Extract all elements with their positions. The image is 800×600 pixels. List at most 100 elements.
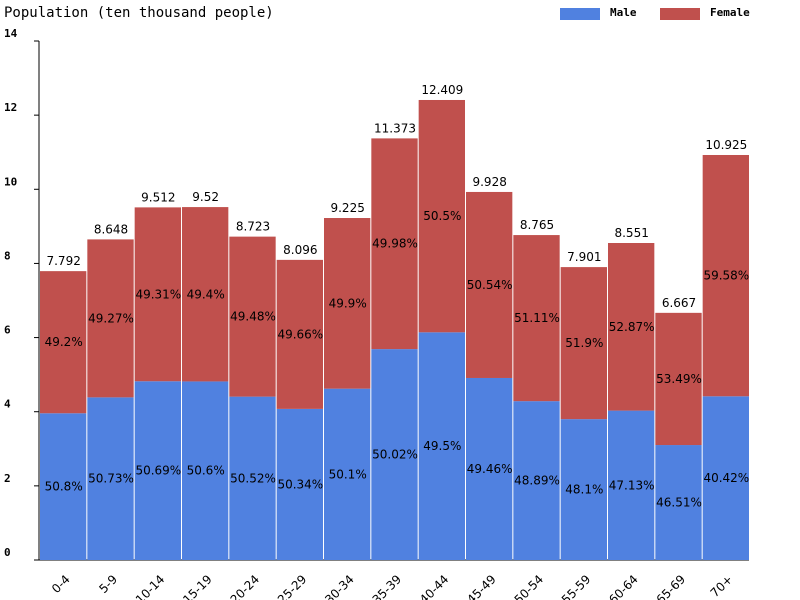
bar-segment xyxy=(655,312,702,446)
y-tick-label: 14 xyxy=(4,27,18,40)
x-tick-label: 70+ xyxy=(708,572,736,600)
bar-segment xyxy=(608,243,655,411)
segment-label: 50.6% xyxy=(187,464,225,478)
total-label: 7.792 xyxy=(46,254,80,268)
bar-segment xyxy=(418,99,465,333)
bar-segment xyxy=(87,397,134,560)
segment-label: 50.1% xyxy=(329,467,367,481)
total-label: 8.096 xyxy=(283,243,317,257)
segment-label: 50.54% xyxy=(467,278,513,292)
bar-segment xyxy=(324,218,371,389)
segment-label: 53.49% xyxy=(656,372,702,386)
segment-label: 52.87% xyxy=(609,320,655,334)
bar-segment xyxy=(40,271,87,414)
segment-label: 50.52% xyxy=(230,471,276,485)
total-label: 9.52 xyxy=(192,190,219,204)
x-tick-label: 25-29 xyxy=(275,572,310,600)
total-label: 7.901 xyxy=(567,250,601,264)
x-tick-label: 5-9 xyxy=(96,572,120,596)
total-label: 8.648 xyxy=(94,222,128,236)
y-tick-label: 8 xyxy=(4,249,11,262)
total-label: 11.373 xyxy=(374,121,416,135)
legend-swatch xyxy=(660,8,700,20)
bar-segment xyxy=(702,396,749,560)
segment-label: 50.73% xyxy=(88,472,134,486)
segment-label: 49.27% xyxy=(88,311,134,325)
x-tick-label: 55-59 xyxy=(559,572,594,600)
bar-segment xyxy=(513,401,560,560)
segment-label: 50.34% xyxy=(277,477,323,491)
x-tick-label: 45-49 xyxy=(464,572,499,600)
segment-label: 51.9% xyxy=(565,336,603,350)
bar-segment xyxy=(134,207,181,382)
legend-swatch xyxy=(560,8,600,20)
legend-label: Male xyxy=(610,6,637,19)
x-tick-label: 35-39 xyxy=(370,572,405,600)
x-tick-label: 30-34 xyxy=(322,572,357,600)
segment-label: 50.5% xyxy=(423,209,461,223)
total-label: 10.925 xyxy=(705,138,747,152)
segment-label: 40.42% xyxy=(703,471,749,485)
bar-segment xyxy=(229,236,276,397)
x-tick-label: 20-24 xyxy=(228,572,263,600)
segment-label: 49.5% xyxy=(423,439,461,453)
segment-label: 49.48% xyxy=(230,310,276,324)
segment-label: 51.11% xyxy=(514,311,560,325)
bar-segment xyxy=(466,377,513,560)
bar-segment xyxy=(134,381,181,560)
bar-segment xyxy=(702,154,749,397)
x-tick-label: 40-44 xyxy=(417,572,452,600)
bar-segment xyxy=(560,267,607,420)
legend-label: Female xyxy=(710,6,750,19)
total-label: 8.765 xyxy=(520,218,554,232)
total-label: 9.928 xyxy=(472,175,506,189)
segment-label: 49.4% xyxy=(187,287,225,301)
total-label: 6.667 xyxy=(662,296,696,310)
segment-label: 49.31% xyxy=(135,287,181,301)
segment-label: 49.66% xyxy=(277,327,323,341)
y-tick-label: 6 xyxy=(4,324,11,337)
y-tick-label: 12 xyxy=(4,101,17,114)
segment-label: 49.46% xyxy=(467,462,513,476)
bar-segment xyxy=(87,239,134,398)
total-label: 8.551 xyxy=(614,226,648,240)
bar-segment xyxy=(276,408,323,560)
bar-segment xyxy=(371,138,418,350)
x-tick-label: 10-14 xyxy=(133,572,168,600)
segment-label: 50.02% xyxy=(372,448,418,462)
bar-segment xyxy=(560,419,607,560)
segment-label: 48.89% xyxy=(514,474,560,488)
bar-segment xyxy=(371,349,418,560)
x-tick-label: 15-19 xyxy=(180,572,215,600)
bar-segment xyxy=(608,410,655,560)
bar-segment xyxy=(655,445,702,560)
x-tick-label: 60-64 xyxy=(606,572,641,600)
total-label: 12.409 xyxy=(421,83,463,97)
chart-title: Population (ten thousand people) xyxy=(4,5,274,21)
segment-label: 48.1% xyxy=(565,483,603,497)
bar-segment xyxy=(324,388,371,560)
y-tick-label: 2 xyxy=(4,472,11,485)
segment-label: 50.8% xyxy=(45,480,83,494)
segment-label: 46.51% xyxy=(656,496,702,510)
total-label: 9.225 xyxy=(330,201,364,215)
y-tick-label: 10 xyxy=(4,175,17,188)
bar-segment xyxy=(466,191,513,378)
bar-segment xyxy=(418,332,465,560)
y-tick-label: 0 xyxy=(4,546,11,559)
x-tick-label: 50-54 xyxy=(512,572,547,600)
total-label: 9.512 xyxy=(141,190,175,204)
bar-segment xyxy=(182,207,229,382)
bar-segment xyxy=(513,235,560,402)
bar-segment xyxy=(40,413,87,560)
x-tick-label: 0-4 xyxy=(49,572,73,596)
segment-label: 49.2% xyxy=(45,335,83,349)
bar-segment xyxy=(182,381,229,560)
segment-label: 59.58% xyxy=(703,269,749,283)
segment-label: 47.13% xyxy=(609,478,655,492)
segment-label: 50.69% xyxy=(135,464,181,478)
bar-segment xyxy=(229,396,276,560)
segment-label: 49.9% xyxy=(329,296,367,310)
y-tick-label: 4 xyxy=(4,398,11,411)
